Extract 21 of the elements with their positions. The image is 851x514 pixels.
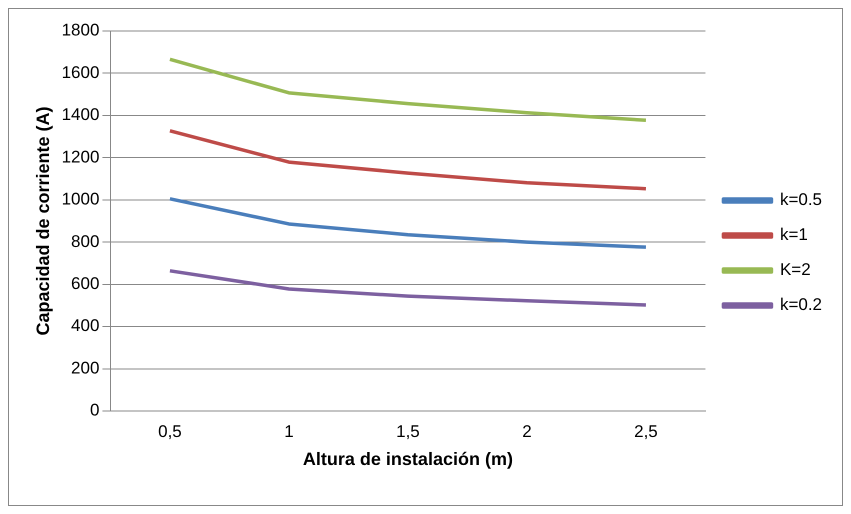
y-tick-label: 600: [71, 274, 100, 294]
x-tick-label: 0,5: [158, 422, 182, 441]
y-tick-label: 0: [90, 400, 100, 420]
x-tick-label: 1,5: [396, 422, 420, 441]
x-tick-label: 2: [522, 422, 532, 441]
y-tick-label: 1800: [62, 20, 100, 40]
y-tick-label: 200: [71, 358, 100, 378]
legend-label: k=0.2: [780, 295, 822, 314]
y-tick-label: 800: [71, 232, 100, 251]
x-axis-title: Altura de instalación (m): [302, 449, 513, 470]
y-axis-title: Capacidad de corriente (A): [32, 106, 53, 336]
y-tick-label: 1200: [62, 147, 100, 166]
legend-label: K=2: [780, 260, 811, 280]
legend-label: k=0.5: [780, 190, 822, 210]
x-tick-label: 1: [284, 422, 294, 441]
y-tick-label: 1000: [62, 190, 100, 209]
y-tick-label: 1600: [62, 62, 100, 82]
x-tick-label: 2,5: [634, 422, 658, 441]
y-tick-label: 400: [71, 316, 100, 336]
y-tick-label: 1400: [62, 105, 100, 124]
legend-label: k=1: [780, 225, 808, 244]
